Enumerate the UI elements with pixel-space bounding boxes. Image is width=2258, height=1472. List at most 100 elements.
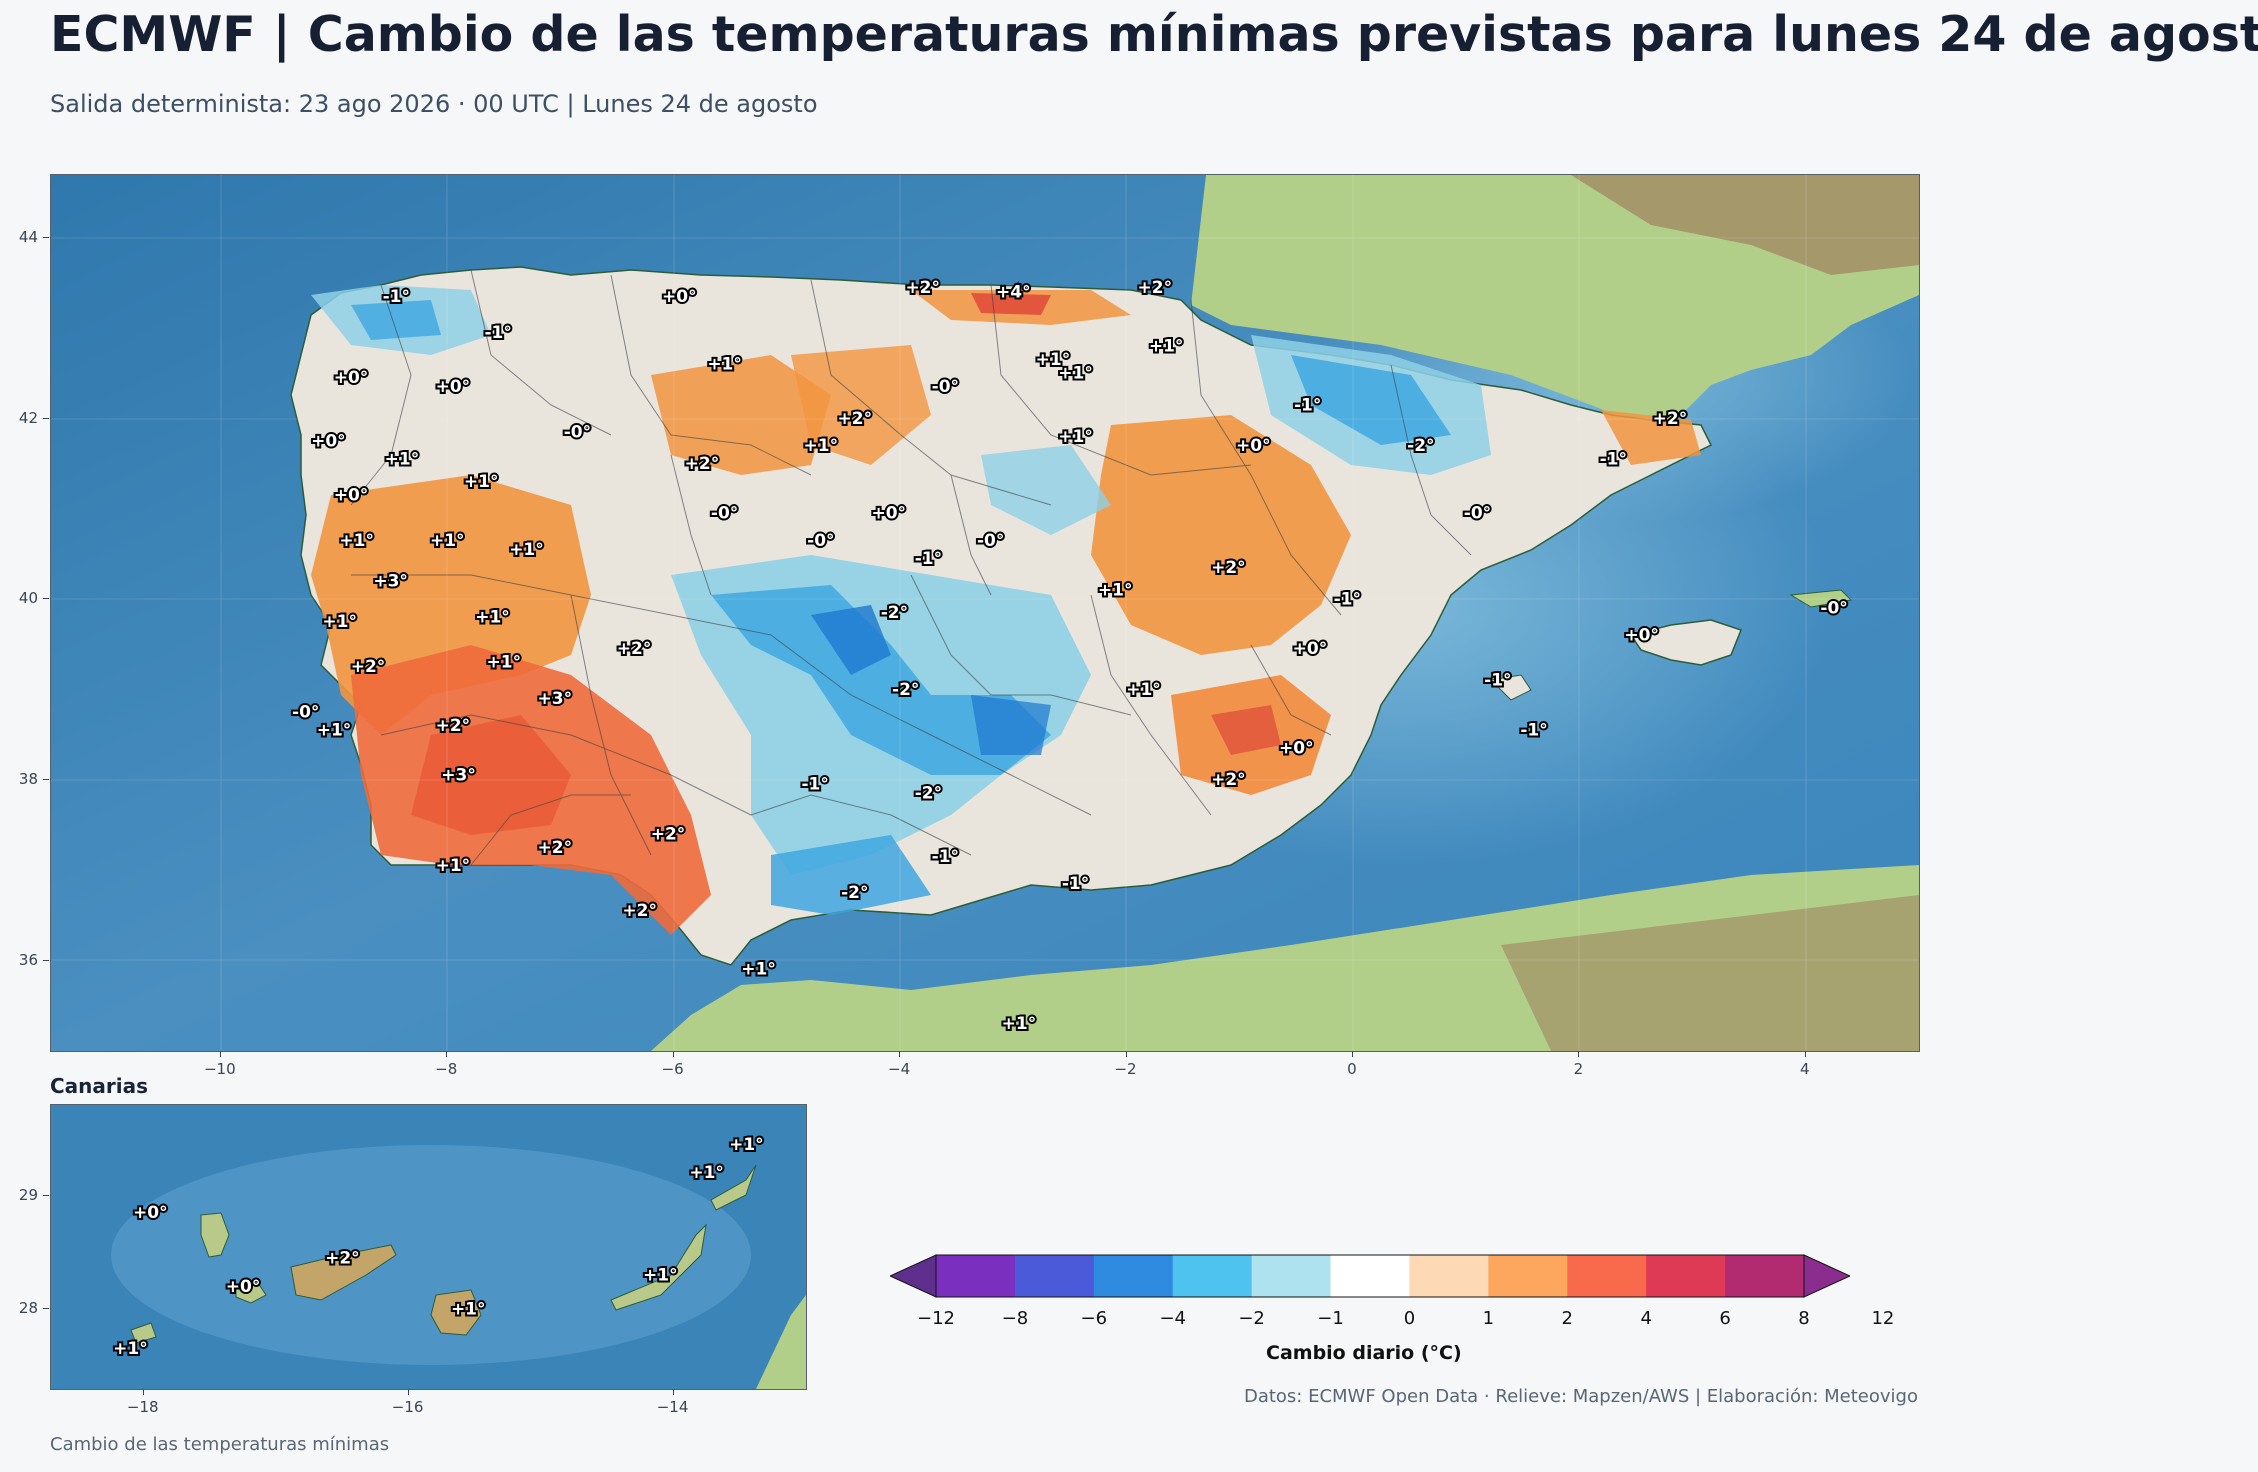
main-temp-label: -0° [711,504,738,524]
main-x-tickmark [672,1051,674,1057]
el-hierro-island [130,1322,157,1344]
main-temp-label: -1° [915,549,942,569]
main-map[interactable]: -1° -1° +0° +2° +4° +2° +1° +1° +1° +1° +0° +0° -0° -… [50,174,1920,1052]
main-temp-label: +2° [838,409,873,429]
inset-map-labels: +0°+0°+2°+1°+1°+1°+1°+1° [111,1133,765,1361]
main-x-tickmark [219,1051,221,1057]
warm-catalonia-area [1601,410,1701,465]
inset-temp-label: +1° [689,1163,724,1183]
cool-iberian-area [981,445,1111,535]
main-temp-label: -2° [841,883,868,903]
colorbar-segment [1172,1255,1253,1297]
africa-coast-inset [756,1295,806,1389]
main-temp-label: +1° [1098,580,1133,600]
main-temp-label: -1° [1520,720,1547,740]
main-temp-label: +0° [311,431,346,451]
main-temp-label: +2° [1211,770,1246,790]
cool-galicia-core [351,300,441,340]
main-temp-label: +0° [1624,626,1659,646]
inset-title: Canarias [50,1074,149,1098]
colorbar-segment [1725,1255,1805,1297]
main-x-tick-label: −2 [1114,1060,1137,1078]
colorbar-tick-label: 4 [1640,1308,1652,1329]
main-y-tick-label: 36 [18,950,38,969]
inset-shelf [111,1145,751,1365]
alps-relief [1571,175,1919,275]
main-temp-label: +2° [1211,558,1246,578]
main-temp-label: +1° [1126,680,1161,700]
main-temp-label: +2° [351,657,386,677]
tenerife-island [290,1244,397,1301]
colorbar-segment [1567,1255,1647,1297]
main-temp-label: +0° [334,368,369,388]
inset-x-tickmark [672,1389,674,1395]
main-temp-label: +3° [441,766,476,786]
colorbar-tick-label: 0 [1403,1308,1416,1329]
main-temp-label: -1° [1600,449,1627,469]
canarias-inset-map[interactable]: +0° +0° +2° +1° +1° +1° +1° +1° [50,1104,807,1390]
main-temp-label: +2° [685,454,720,474]
main-temp-label: +1° [1058,427,1093,447]
gran-canaria-island [430,1289,482,1336]
main-temp-label: +1° [707,355,742,375]
inset-y-tick-label: 28 [18,1299,38,1318]
graticule [51,175,1919,1051]
main-temp-label: -0° [807,531,834,551]
main-temp-label: +0° [436,377,471,397]
colorbar-extend-low [890,1254,937,1298]
page-title: ECMWF | Cambio de las temperaturas mínim… [50,6,2258,63]
main-temp-label: -1° [1484,671,1511,691]
main-x-tick-label: −10 [203,1060,236,1078]
colorbar-tick-label: −4 [1159,1308,1186,1329]
main-temp-label: +1° [509,540,544,560]
main-y-tickmark [43,598,49,600]
main-temp-label: -1° [1062,874,1089,894]
colorbar-segment [1488,1255,1568,1297]
main-x-tick-label: −4 [888,1060,911,1078]
main-temp-label: +2° [651,824,686,844]
page-subtitle: Salida determinista: 23 ago 2026 · 00 UT… [50,90,818,118]
anomaly-field [311,285,1701,935]
main-temp-label: -2° [881,603,908,623]
inset-temp-label: +1° [729,1135,764,1155]
main-temp-label: +2° [538,838,573,858]
warm-core-area [411,715,571,835]
main-temp-label: -0° [977,531,1004,551]
main-y-tickmark [43,959,49,961]
inset-x-tickmark [142,1389,144,1395]
colorbar-segment [1093,1255,1174,1297]
cool-center-core [711,585,1051,775]
main-temp-label: -0° [292,702,319,722]
colorbar [890,1254,1850,1298]
main-temp-label: +2° [905,278,940,298]
main-temp-label: +1° [475,608,510,628]
main-temp-label: -0° [1464,504,1491,524]
main-x-tickmark [1578,1051,1580,1057]
inset-y-tick-label: 29 [18,1185,38,1204]
main-temp-label: -2° [1407,436,1434,456]
main-x-tickmark [1351,1051,1353,1057]
colorbar-tick-label: 6 [1719,1308,1731,1329]
main-temp-label: +1° [339,531,374,551]
main-x-tick-label: −6 [661,1060,684,1078]
main-temp-label: +3° [373,571,408,591]
inset-x-tick-label: −16 [391,1398,424,1416]
inset-temp-label: +0° [226,1277,261,1297]
main-temp-label: -0° [564,422,591,442]
cool-south-area [771,835,931,915]
inset-temp-label: +2° [325,1248,360,1268]
main-temp-label: +2° [1653,409,1688,429]
main-temp-label: +4° [996,282,1031,302]
warm-cantabria-core [971,293,1051,315]
main-temp-label: +2° [436,716,471,736]
main-temp-label: +0° [871,504,906,524]
main-temp-label: -1° [383,287,410,307]
colorbar-tick-label: −8 [1001,1308,1029,1329]
colorbar-tick-label: 2 [1561,1308,1573,1329]
main-temp-label: +2° [622,901,657,921]
la-palma-island [200,1212,230,1258]
main-temp-label: +3° [538,689,573,709]
main-map-canvas: -1° -1° +0° +2° +4° +2° +1° +1° +1° +1° +0° +0° -0° -… [51,175,1919,1051]
main-x-tick-label: 2 [1573,1060,1584,1078]
warm-murcia-core [1211,705,1281,755]
